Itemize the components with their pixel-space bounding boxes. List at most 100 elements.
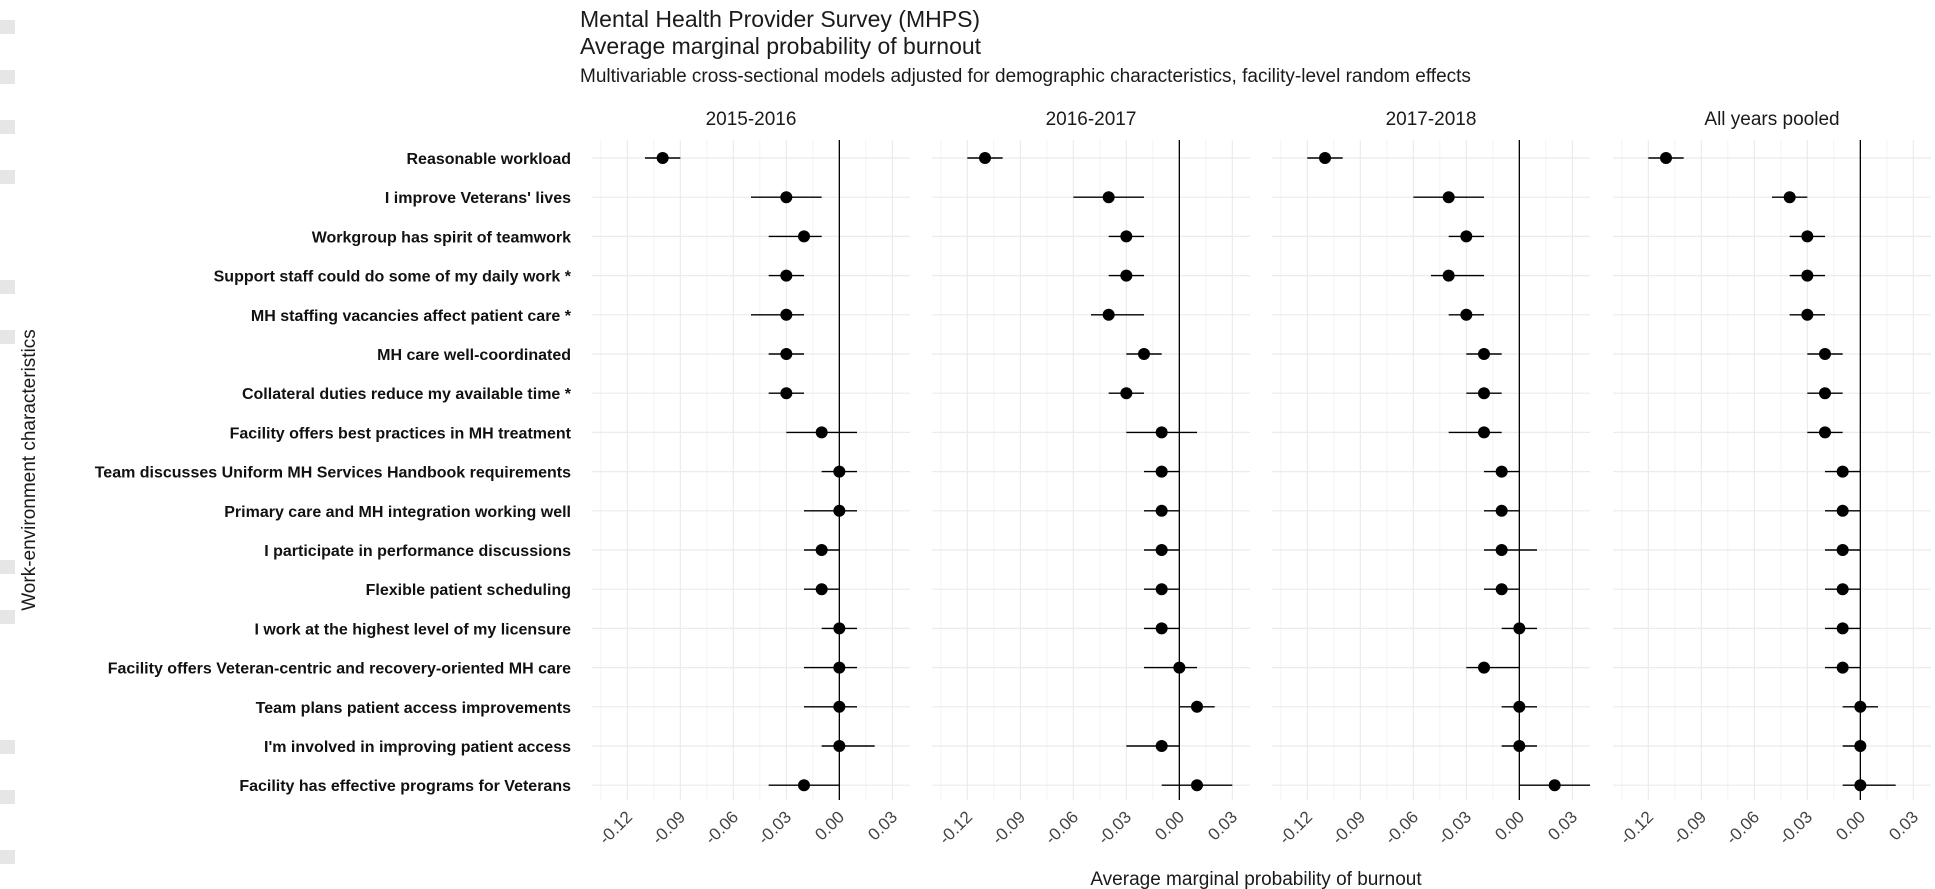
point-estimate [1442,269,1455,282]
x-tick-label: 0.00 [1491,807,1528,844]
x-tick-label: -0.09 [1669,807,1710,848]
row-label: I improve Veterans' lives [385,190,571,207]
point-estimate [1801,308,1814,321]
point-estimate [1836,661,1849,674]
x-tick-label: 0.00 [1151,807,1188,844]
x-tick-label: 0.00 [811,807,848,844]
point-estimate [1819,348,1831,360]
row-labels: Reasonable workload I improve Veterans' l… [95,151,572,795]
point-estimate [1854,779,1867,792]
point-estimate [1102,308,1115,321]
row-label: Facility offers best practices in MH tre… [230,425,572,442]
point-estimate [1513,740,1526,752]
x-tick-label: -0.06 [1041,807,1082,848]
point-estimate [1442,191,1455,204]
point-estimate [656,152,669,164]
x-tick-label: 0.03 [1204,807,1241,844]
panel-strip-label: All years pooled [1704,109,1839,130]
point-estimate [1319,152,1331,164]
x-tick-label: 0.00 [1832,807,1869,844]
point-estimate [1548,779,1561,792]
point-estimate [1155,622,1168,635]
point-estimate [1155,426,1168,439]
x-tick-label: -0.03 [1775,807,1816,848]
point-estimate [1155,544,1168,556]
point-estimate [1495,465,1508,478]
point-estimate [815,426,828,439]
point-estimate [1191,700,1203,713]
point-estimate [1836,583,1849,596]
point-estimate [833,740,846,752]
point-estimate [780,191,793,204]
row-label: MH staffing vacancies affect patient car… [251,308,572,325]
point-estimate [1513,700,1526,713]
chart-subtitle: Multivariable cross-sectional models adj… [580,66,1471,87]
point-estimate [1173,661,1186,674]
point-estimate [815,544,828,556]
point-estimate [1495,583,1508,596]
x-tick-label: -0.12 [935,807,976,848]
point-estimate [798,779,810,792]
x-tick-label: -0.09 [988,807,1029,848]
point-estimate [1120,230,1133,243]
y-axis-title: Work-environment characteristics [19,329,40,611]
row-label: Facility offers Veteran-centric and reco… [108,661,571,678]
point-estimate [833,504,846,517]
chart-title-line-2: Average marginal probability of burnout [580,33,982,59]
point-estimate [780,348,793,360]
point-estimate [1836,544,1849,556]
x-tick-label: -0.06 [1722,807,1763,848]
point-estimate [1660,152,1672,164]
row-label: Workgroup has spirit of teamwork [312,229,571,246]
point-estimate [1478,348,1490,360]
point-estimate [1801,230,1814,243]
point-estimate [1102,191,1115,204]
point-estimate [1120,387,1133,400]
x-axis-title: Average marginal probability of burnout [1090,869,1422,889]
x-tick-label: -0.06 [1381,807,1422,848]
panel-strip-label: 2015-2016 [706,109,797,130]
row-label: Team plans patient access improvements [256,700,571,717]
point-estimate [1478,661,1490,674]
point-estimate [833,465,846,478]
point-estimate [798,230,810,243]
row-label: Primary care and MH integration working … [224,504,571,521]
chart-title-line-1: Mental Health Provider Survey (MHPS) [580,6,981,32]
point-estimate [1783,191,1796,204]
row-label: I participate in performance discussions [264,543,571,560]
point-estimate [1854,700,1867,713]
x-tick-label: -0.06 [701,807,742,848]
point-estimate [1836,504,1849,517]
row-label: Facility has effective programs for Vete… [239,778,571,795]
point-estimate [833,700,846,713]
watermark-graphic [0,20,15,864]
row-label: Flexible patient scheduling [366,582,571,599]
grid-layer: 2015-2016 2016-2017 2017-2018 All years poo… [592,109,1931,800]
point-estimate [1120,269,1133,282]
point-estimate [780,308,793,321]
row-label: Support staff could do some of my daily … [214,269,572,286]
point-estimate [833,622,846,635]
row-label: MH care well-coordinated [377,347,571,364]
point-estimate [1819,426,1831,439]
row-label: Reasonable workload [407,151,572,168]
point-estimate [1155,583,1168,596]
ticks-layer: -0.12 -0.09 -0.06 -0.03 0.00 0.03 -0.12 -0.09 -0… [595,807,1922,848]
panel-strip-label: 2017-2018 [1386,109,1477,130]
point-estimate [1495,544,1508,556]
point-estimate [1191,779,1203,792]
point-estimate [780,387,793,400]
point-estimate [1801,269,1814,282]
row-label: Team discusses Uniform MH Services Handb… [95,465,571,482]
point-estimate [1836,622,1849,635]
point-estimate [833,661,846,674]
x-tick-label: -0.03 [754,807,795,848]
point-estimate [1138,348,1150,360]
point-estimate [1513,622,1526,635]
point-estimate [1155,465,1168,478]
point-estimate [1460,308,1473,321]
point-estimate [1836,465,1849,478]
marks-layer [645,152,1896,792]
point-estimate [1155,740,1168,752]
